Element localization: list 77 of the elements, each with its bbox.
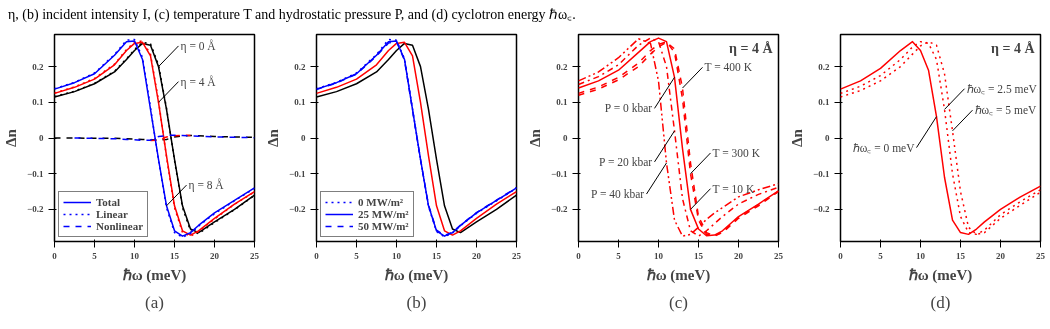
x-tick-label: 0 bbox=[838, 250, 844, 261]
y-axis-title: Δn bbox=[265, 128, 282, 147]
x-tick-label: 10 bbox=[654, 250, 664, 261]
x-tick-label: 20 bbox=[472, 250, 482, 261]
x-tick-label: 15 bbox=[432, 250, 442, 261]
x-tick-label: 25 bbox=[1036, 250, 1046, 261]
text: (c) bbox=[669, 292, 688, 312]
annotation: η = 8 Å bbox=[188, 178, 225, 193]
text: η, (b) incident intensity I, (c) temperature T and hydrostatic pressure P, and (d) cyclotron energy ℏω꜀. bbox=[8, 6, 576, 24]
x-tick-label: 20 bbox=[734, 250, 744, 261]
x-tick-label: 25 bbox=[250, 250, 260, 261]
chart-title: η = 4 Å bbox=[728, 40, 774, 56]
annotation: ℏω꜀ = 2.5 meV bbox=[966, 82, 1038, 95]
y-tick-label: 0 bbox=[563, 133, 568, 143]
x-tick-label: 15 bbox=[956, 250, 966, 261]
y-axis-title: Δn bbox=[527, 128, 544, 147]
x-tick-label: 0 bbox=[52, 250, 58, 261]
x-axis-title: ℏω (meV) bbox=[383, 266, 449, 284]
y-tick-label: 0.2 bbox=[294, 61, 306, 72]
x-tick-label: 20 bbox=[996, 250, 1006, 261]
y-tick-label: 0.2 bbox=[32, 61, 44, 72]
y-tick-label: −0.1 bbox=[289, 168, 306, 179]
y-tick-label: 0 bbox=[39, 133, 44, 143]
annotation: ℏω꜀ = 0 meV bbox=[852, 141, 916, 154]
y-tick-label: −0.2 bbox=[289, 204, 306, 215]
x-tick-label: 15 bbox=[170, 250, 180, 261]
x-axis-title: ℏω (meV) bbox=[645, 266, 711, 284]
annotation: η = 4 Å bbox=[180, 74, 217, 89]
x-tick-label: 10 bbox=[916, 250, 926, 261]
text: (d) bbox=[930, 292, 951, 312]
annotation: T = 300 K bbox=[712, 146, 761, 159]
x-axis-title: ℏω (meV) bbox=[121, 266, 187, 284]
x-tick-label: 25 bbox=[774, 250, 784, 261]
x-tick-label: 5 bbox=[354, 250, 360, 261]
x-tick-label: 25 bbox=[512, 250, 522, 261]
legend-label: Total bbox=[96, 196, 121, 208]
x-tick-label: 0 bbox=[314, 250, 320, 261]
annotation: T = 10 K bbox=[712, 182, 755, 195]
y-tick-label: 0.1 bbox=[556, 97, 568, 108]
y-tick-label: 0.1 bbox=[294, 97, 306, 108]
legend-label: 0 MW/m² bbox=[358, 196, 404, 208]
x-tick-label: 20 bbox=[210, 250, 220, 261]
y-tick-label: −0.1 bbox=[27, 168, 44, 179]
legend-label: 25 MW/m² bbox=[358, 208, 409, 220]
annotation: η = 0 Å bbox=[180, 38, 217, 53]
y-tick-label: −0.2 bbox=[27, 204, 44, 215]
y-tick-label: −0.2 bbox=[813, 204, 830, 215]
y-tick-label: −0.1 bbox=[551, 168, 568, 179]
x-tick-label: 10 bbox=[392, 250, 402, 261]
y-tick-label: −0.2 bbox=[551, 204, 568, 215]
x-axis-title: ℏω (meV) bbox=[907, 266, 973, 284]
annotation: ℏω꜀ = 5 meV bbox=[974, 104, 1037, 117]
x-tick-label: 5 bbox=[878, 250, 884, 261]
x-tick-label: 10 bbox=[130, 250, 140, 261]
y-tick-label: −0.1 bbox=[813, 168, 830, 179]
chart-title: η = 4 Å bbox=[990, 40, 1036, 56]
text: (a) bbox=[145, 292, 164, 312]
text: (b) bbox=[406, 292, 427, 312]
annotation: P = 0 kbar bbox=[604, 102, 653, 115]
annotation: T = 400 K bbox=[704, 61, 753, 74]
legend-label: Nonlinear bbox=[96, 220, 144, 232]
y-tick-label: 0 bbox=[825, 133, 830, 143]
x-tick-label: 15 bbox=[694, 250, 704, 261]
y-tick-label: 0.2 bbox=[556, 61, 568, 72]
y-tick-label: 0 bbox=[301, 133, 306, 143]
y-tick-label: 0.1 bbox=[818, 97, 830, 108]
y-axis-title: Δn bbox=[789, 128, 806, 147]
legend-label: Linear bbox=[96, 208, 128, 220]
x-tick-label: 0 bbox=[576, 250, 582, 261]
y-tick-label: 0.1 bbox=[32, 97, 44, 108]
annotation: P = 20 kbar bbox=[599, 155, 653, 168]
x-tick-label: 5 bbox=[616, 250, 622, 261]
x-tick-label: 5 bbox=[92, 250, 98, 261]
y-tick-label: 0.2 bbox=[818, 61, 830, 72]
y-axis-title: Δn bbox=[3, 128, 20, 147]
annotation: P = 40 kbar bbox=[591, 188, 645, 201]
legend-label: 50 MW/m² bbox=[358, 220, 409, 232]
